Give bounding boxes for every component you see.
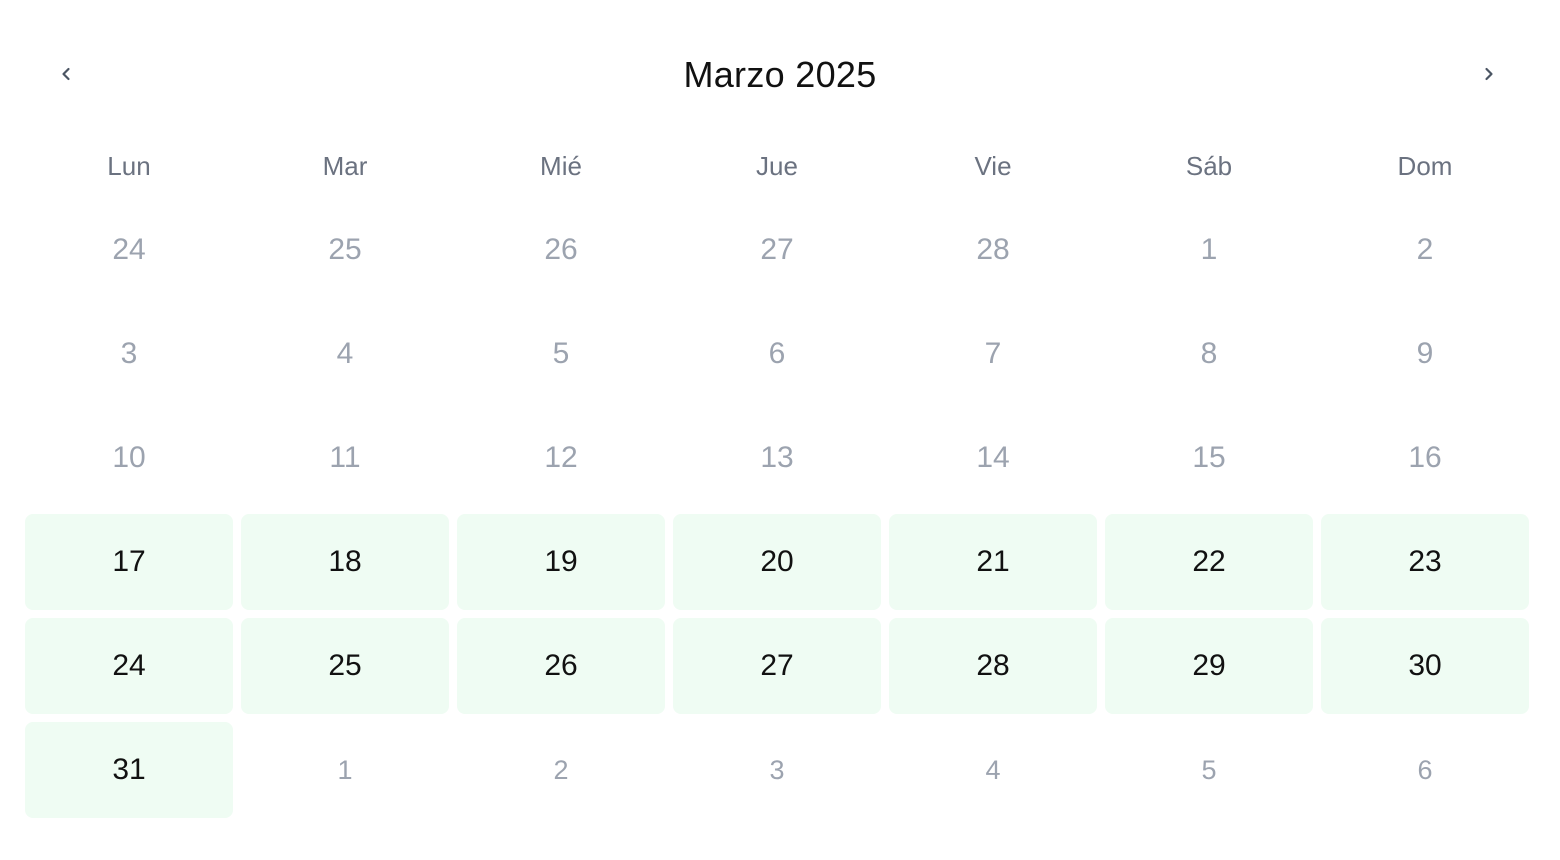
day-cell-next-month: 3 (769, 754, 785, 785)
day-cell-available[interactable]: 22 (1105, 514, 1313, 610)
days-grid: 24 25 26 27 28 1 2 3 4 5 6 7 8 9 10 11 12 13 14 15 16 17 18 19 2… (25, 202, 1529, 818)
weekday-header-row: Lun Mar Mié Jue Vie Sáb Dom (25, 130, 1529, 202)
day-cell-available[interactable]: 24 (25, 618, 233, 714)
day-cell-available[interactable]: 18 (241, 514, 449, 610)
day-cell-available[interactable]: 31 (25, 722, 233, 818)
weekday-label: Sáb (1185, 150, 1233, 181)
day-cell-disabled: 1 (1200, 233, 1218, 266)
weekday-label: Mié (540, 150, 582, 181)
day-cell-disabled: 24 (112, 233, 146, 266)
day-cell-next-month: 6 (1417, 754, 1433, 785)
day-cell-disabled: 26 (544, 233, 578, 266)
day-cell-disabled: 27 (760, 233, 794, 266)
day-cell-available[interactable]: 28 (889, 618, 1097, 714)
weekday-label: Lun (107, 150, 151, 181)
day-cell-available[interactable]: 30 (1321, 618, 1529, 714)
chevron-left-icon (62, 67, 70, 81)
day-cell-available[interactable]: 23 (1321, 514, 1529, 610)
day-cell-disabled: 2 (1416, 233, 1434, 266)
calendar-header: Marzo 2025 (0, 44, 1560, 104)
weekday-label: Mar (322, 150, 368, 181)
day-cell-disabled: 8 (1200, 337, 1218, 370)
day-cell-disabled: 14 (976, 441, 1010, 474)
day-cell-available[interactable]: 26 (457, 618, 665, 714)
day-cell-available[interactable]: 17 (25, 514, 233, 610)
day-cell-disabled: 5 (552, 337, 570, 370)
day-cell-available[interactable]: 27 (673, 618, 881, 714)
day-cell-available[interactable]: 19 (457, 514, 665, 610)
day-cell-available[interactable]: 25 (241, 618, 449, 714)
weekday-label: Dom (1397, 150, 1453, 181)
day-cell-disabled: 16 (1408, 441, 1442, 474)
day-cell-available[interactable]: 20 (673, 514, 881, 610)
day-cell-disabled: 11 (329, 441, 361, 474)
prev-month-button[interactable] (50, 58, 82, 90)
day-cell-disabled: 4 (336, 337, 354, 370)
chevron-right-icon (1485, 67, 1493, 81)
day-cell-disabled: 9 (1416, 337, 1434, 370)
day-cell-disabled: 15 (1192, 441, 1226, 474)
day-cell-next-month: 1 (337, 754, 353, 785)
month-title: Marzo 2025 (683, 54, 877, 95)
day-cell-disabled: 7 (984, 337, 1002, 370)
day-cell-disabled: 25 (328, 233, 362, 266)
next-month-button[interactable] (1473, 58, 1505, 90)
day-cell-available[interactable]: 29 (1105, 618, 1313, 714)
weekday-label: Vie (974, 150, 1012, 181)
weekday-label: Jue (756, 150, 798, 181)
day-cell-disabled: 10 (112, 441, 146, 474)
day-cell-disabled: 6 (768, 337, 786, 370)
day-cell-disabled: 3 (120, 337, 138, 370)
day-cell-next-month: 5 (1201, 754, 1217, 785)
day-cell-next-month: 2 (553, 754, 569, 785)
day-cell-disabled: 28 (976, 233, 1010, 266)
day-cell-next-month: 4 (985, 754, 1001, 785)
day-cell-disabled: 13 (760, 441, 794, 474)
day-cell-disabled: 12 (544, 441, 578, 474)
day-cell-available[interactable]: 21 (889, 514, 1097, 610)
